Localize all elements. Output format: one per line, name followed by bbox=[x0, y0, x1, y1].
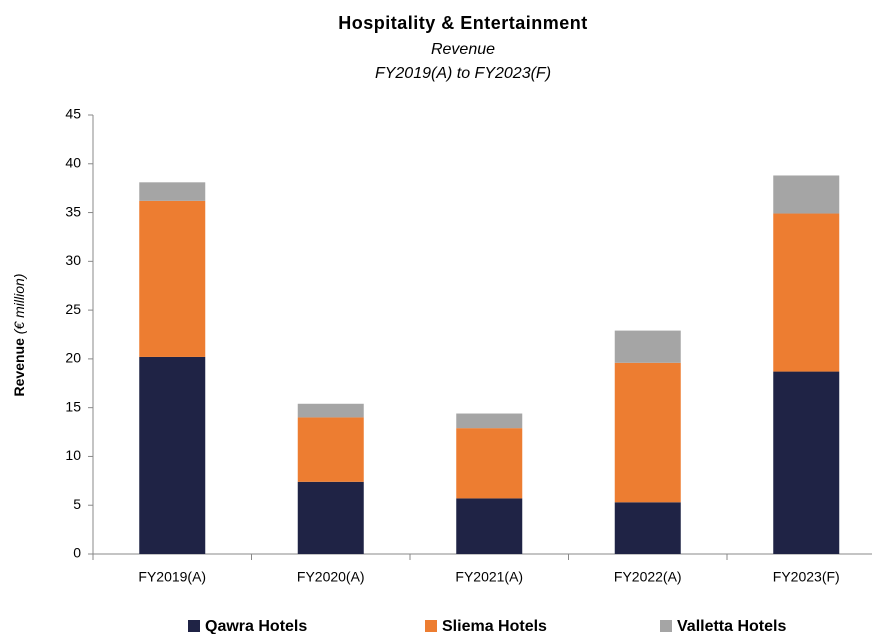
legend-label: Sliema Hotels bbox=[442, 618, 547, 634]
x-tick-label: FY2020(A) bbox=[297, 569, 365, 585]
y-tick-label: 5 bbox=[73, 496, 81, 512]
bar-segment bbox=[456, 428, 523, 499]
bar-segment bbox=[297, 481, 364, 554]
x-tick-label: FY2019(A) bbox=[138, 569, 206, 585]
bar-segment bbox=[614, 362, 681, 503]
bar-segment bbox=[614, 502, 681, 554]
legend-swatch bbox=[188, 620, 200, 632]
bar-segment bbox=[773, 213, 840, 372]
bar-segment bbox=[773, 371, 840, 554]
bar-segment bbox=[139, 182, 206, 201]
y-axis-label-main: Revenue bbox=[11, 338, 27, 397]
bar-segment bbox=[456, 498, 523, 554]
chart-title: Hospitality & Entertainment bbox=[338, 13, 588, 33]
bar-segment bbox=[614, 330, 681, 363]
legend-label: Qawra Hotels bbox=[205, 618, 307, 634]
y-axis-label-unit: (€ million) bbox=[11, 274, 27, 335]
y-tick-label: 25 bbox=[65, 301, 81, 317]
legend-swatch bbox=[660, 620, 672, 632]
y-tick-label: 45 bbox=[65, 106, 81, 122]
chart-subtitle: Revenue bbox=[431, 41, 495, 58]
y-tick-label: 10 bbox=[65, 447, 81, 463]
x-tick-label: FY2023(F) bbox=[773, 569, 840, 585]
bar-segment bbox=[773, 175, 840, 214]
y-tick-label: 30 bbox=[65, 252, 81, 268]
bar-segment bbox=[456, 413, 523, 429]
y-tick-label: 35 bbox=[65, 203, 81, 219]
y-tick-label: 0 bbox=[73, 545, 81, 561]
bar-segment bbox=[139, 356, 206, 554]
y-tick-label: 15 bbox=[65, 398, 81, 414]
bar-segment bbox=[297, 417, 364, 482]
y-axis-label: Revenue (€ million) bbox=[11, 274, 27, 397]
x-tick-label: FY2021(A) bbox=[455, 569, 523, 585]
bar-segment bbox=[297, 403, 364, 418]
bar-segment bbox=[139, 200, 206, 357]
y-tick-label: 40 bbox=[65, 154, 81, 170]
y-tick-label: 20 bbox=[65, 350, 81, 366]
legend-label: Valletta Hotels bbox=[677, 618, 786, 634]
legend-swatch bbox=[425, 620, 437, 632]
chart-subtitle: FY2019(A) to FY2023(F) bbox=[375, 65, 551, 82]
x-tick-label: FY2022(A) bbox=[614, 569, 682, 585]
